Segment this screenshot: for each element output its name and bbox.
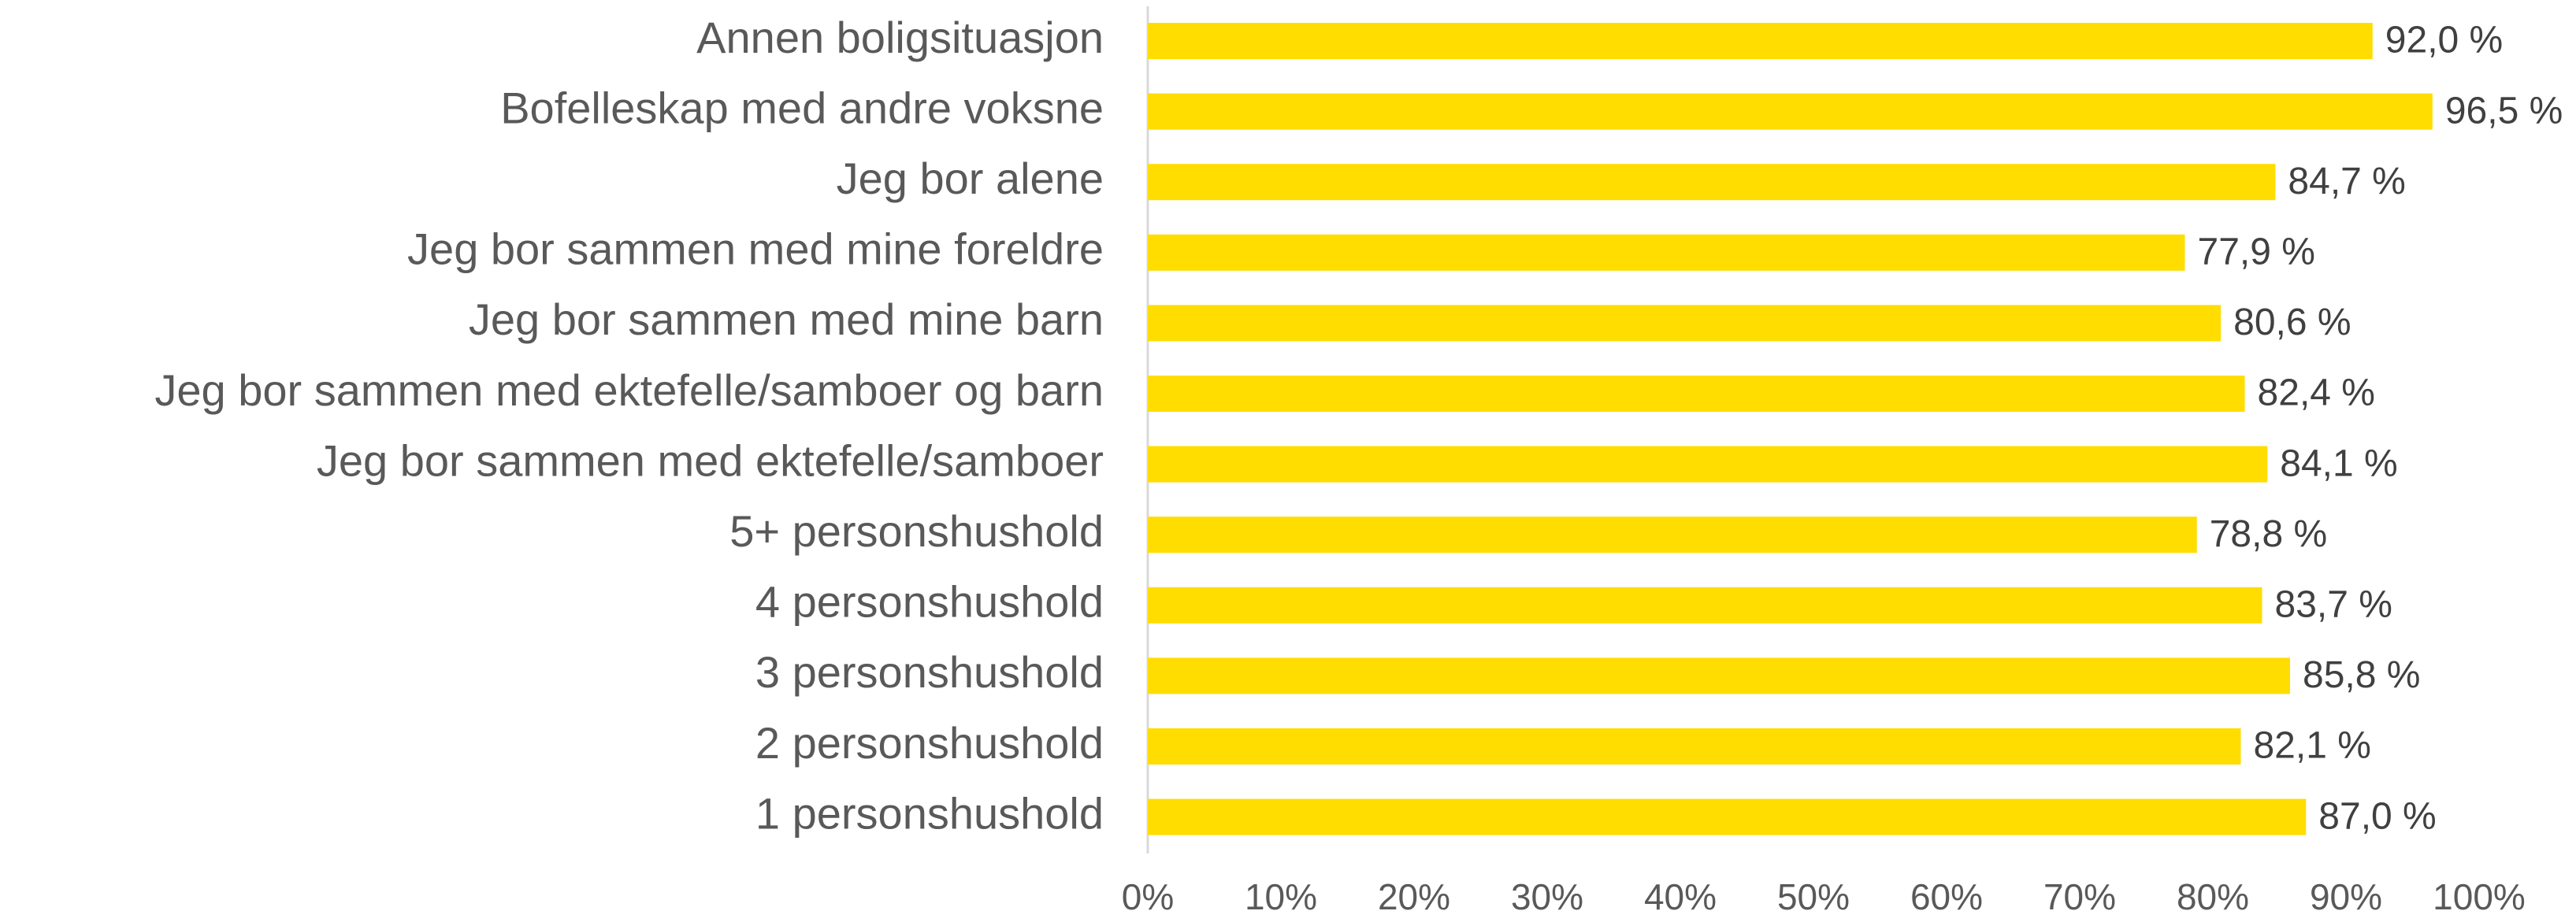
- bar: [1148, 657, 2291, 694]
- data-label: 96,5 %: [2445, 90, 2563, 131]
- category-label: 2 personshushold: [755, 718, 1104, 768]
- bar: [1148, 164, 2276, 201]
- x-tick-label: 10%: [1245, 876, 1317, 917]
- category-label: Jeg bor sammen med ektefelle/samboer og …: [154, 365, 1104, 415]
- bar: [1148, 234, 2185, 271]
- category-label: Jeg bor sammen med ektefelle/samboer: [317, 435, 1104, 485]
- x-tick-label: 60%: [1910, 876, 1983, 917]
- data-label: 77,9 %: [2198, 231, 2315, 272]
- data-label: 78,8 %: [2210, 513, 2327, 555]
- data-label: 80,6 %: [2233, 302, 2351, 343]
- bar: [1148, 728, 2241, 765]
- data-label: 92,0 %: [2385, 20, 2503, 61]
- category-label: Annen boligsituasjon: [696, 13, 1104, 62]
- data-label: 84,1 %: [2280, 442, 2397, 484]
- x-tick-label: 100%: [2433, 876, 2526, 917]
- data-label: 82,4 %: [2258, 372, 2375, 414]
- x-tick-label: 20%: [1378, 876, 1450, 917]
- data-label: 85,8 %: [2303, 654, 2420, 696]
- category-label: 1 personshushold: [755, 788, 1104, 838]
- bar: [1148, 93, 2433, 130]
- category-label: Jeg bor sammen med mine barn: [469, 294, 1104, 344]
- x-tick-label: 40%: [1644, 876, 1717, 917]
- x-tick-label: 0%: [1122, 876, 1174, 917]
- bar: [1148, 446, 2268, 483]
- category-label: 4 personshushold: [755, 577, 1104, 627]
- data-label: 84,7 %: [2288, 161, 2405, 202]
- data-label: 82,1 %: [2253, 725, 2370, 767]
- category-label: Bofelleskap med andre voksne: [500, 83, 1104, 132]
- bar: [1148, 587, 2262, 624]
- data-label: 83,7 %: [2275, 583, 2392, 625]
- bar: [1148, 376, 2245, 412]
- category-label: Jeg bor alene: [837, 154, 1104, 203]
- x-tick-label: 70%: [2043, 876, 2116, 917]
- bar: [1148, 798, 2307, 835]
- x-tick-label: 30%: [1511, 876, 1583, 917]
- category-label: 5+ personshushold: [729, 506, 1104, 556]
- category-label: 3 personshushold: [755, 647, 1104, 697]
- data-label: 87,0 %: [2318, 795, 2436, 837]
- bar: [1148, 305, 2222, 342]
- x-tick-label: 50%: [1777, 876, 1850, 917]
- x-tick-label: 80%: [2177, 876, 2249, 917]
- category-label: Jeg bor sammen med mine foreldre: [407, 224, 1104, 274]
- bar: [1148, 23, 2373, 59]
- bar: [1148, 517, 2197, 554]
- x-tick-label: 90%: [2310, 876, 2382, 917]
